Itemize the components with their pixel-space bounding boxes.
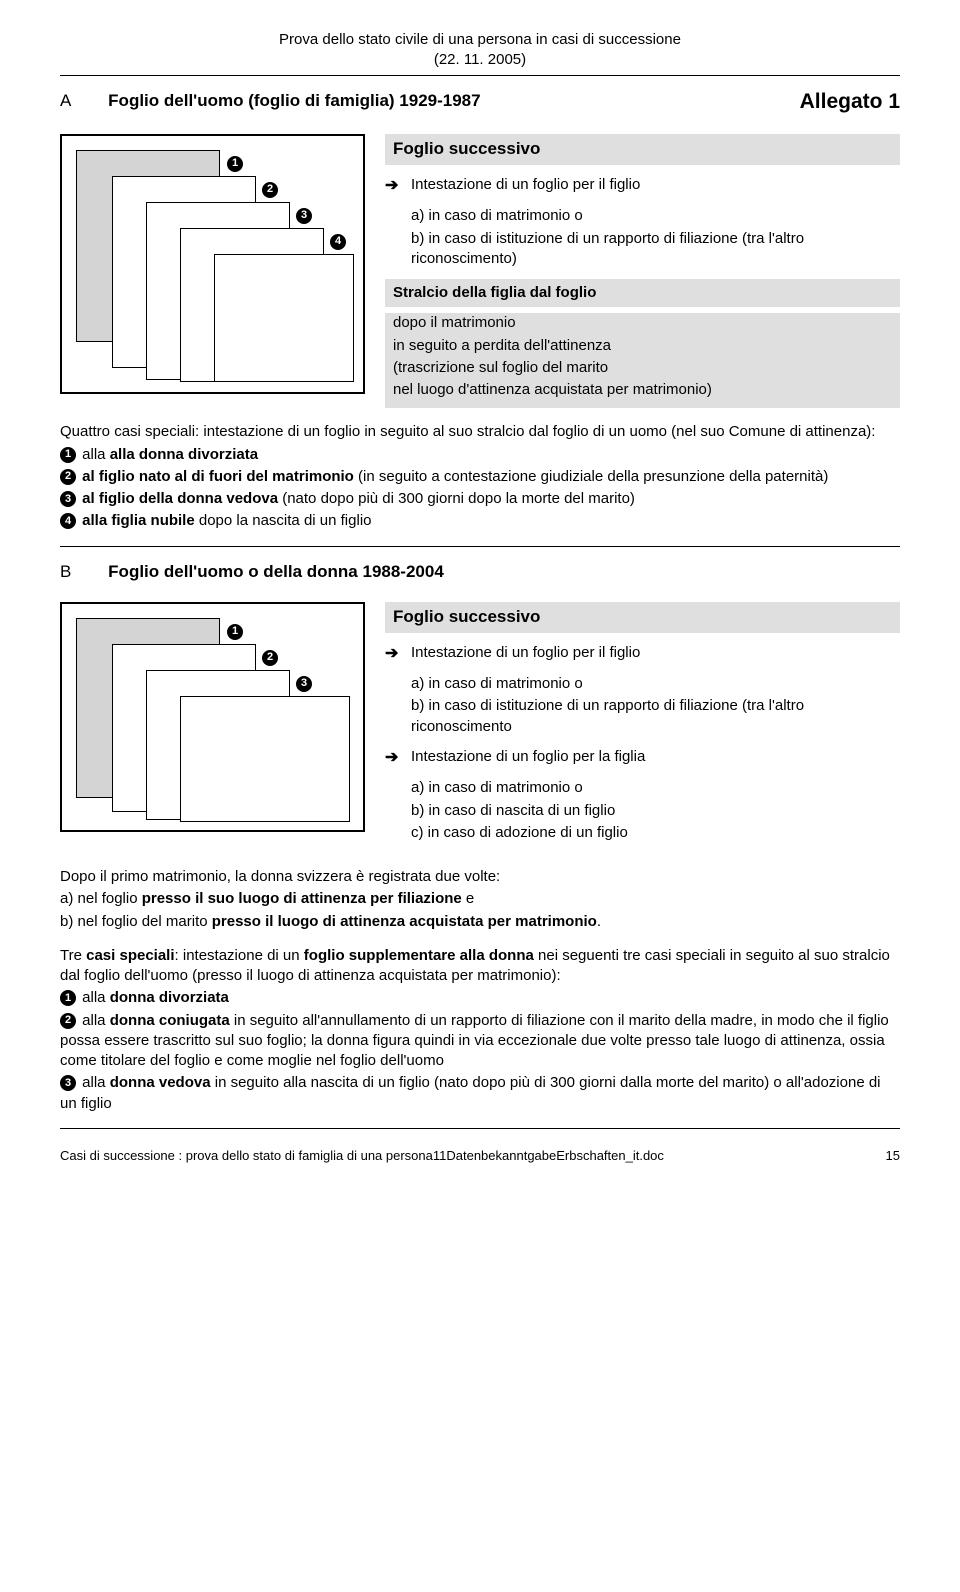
allegato-label: Allegato 1 [800, 88, 900, 116]
marker-1: 1 [227, 156, 243, 172]
section-b-right: Foglio successivo ➔ Intestazione di un f… [385, 602, 900, 854]
marker-b-1: 1 [227, 624, 243, 640]
marker-2: 2 [262, 182, 278, 198]
diagram-b: 1 2 3 [60, 602, 365, 832]
tre-casi-1: 1 alla donna divorziata [60, 988, 900, 1008]
marker-inline-3: 3 [60, 491, 76, 507]
section-a-stralcio-title: Stralcio della figlia dal foglio [385, 279, 900, 307]
section-a-label: A [60, 90, 104, 113]
quattro-casi-lead: Quattro casi speciali: intestazione di u… [60, 422, 900, 442]
marker-4: 4 [330, 234, 346, 250]
section-b-arrow-text-1: Intestazione di un foglio per il figlio [411, 643, 640, 665]
tre-casi-lead: Tre casi speciali: intestazione di un fo… [60, 946, 900, 987]
sheet-b-4 [180, 696, 350, 822]
section-b-grey-title: Foglio successivo [385, 602, 900, 633]
section-a-grey-block: Stralcio della figlia dal foglio dopo il… [385, 279, 900, 408]
stralcio-line-3: (trascrizione sul foglio del marito [393, 358, 892, 378]
dopo-primo-block: Dopo il primo matrimonio, la donna svizz… [60, 867, 900, 932]
dopo-primo-a: a) nel foglio presso il suo luogo di att… [60, 889, 900, 909]
stralcio-line-2: in seguito a perdita dell'attinenza [393, 336, 892, 356]
section-b-ab-1: a) in caso di matrimonio o b) in caso di… [411, 674, 900, 737]
section-b-item-a2: a) in caso di matrimonio o [411, 778, 900, 798]
section-a-stralcio-body: dopo il matrimonio in seguito a perdita … [385, 313, 900, 408]
page-footer: Casi di successione : prova dello stato … [60, 1147, 900, 1165]
marker-inline-3: 3 [60, 1075, 76, 1091]
quattro-casi-block: Quattro casi speciali: intestazione di u… [60, 422, 900, 531]
section-b-arrow-row-1: ➔ Intestazione di un foglio per il figli… [385, 643, 900, 665]
section-b-ab-2: a) in caso di matrimonio o b) in caso di… [411, 778, 900, 843]
section-b-item-a1: a) in caso di matrimonio o [411, 674, 900, 694]
quattro-casi-4: 4 alla figlia nubile dopo la nascita di … [60, 511, 900, 531]
footer-left: Casi di successione : prova dello stato … [60, 1147, 664, 1165]
section-a-item-b: b) in caso di istituzione di un rapporto… [411, 229, 900, 270]
section-a-arrow-row: ➔ Intestazione di un foglio per il figli… [385, 175, 900, 197]
arrow-icon: ➔ [385, 747, 411, 769]
marker-inline-1: 1 [60, 447, 76, 463]
section-b-label: B [60, 561, 104, 584]
section-b-heading: B Foglio dell'uomo o della donna 1988-20… [60, 561, 900, 584]
marker-inline-2: 2 [60, 1013, 76, 1029]
section-a-right: Foglio successivo ➔ Intestazione di un f… [385, 134, 900, 409]
tre-casi-2: 2 alla donna coniugata in seguito all'an… [60, 1011, 900, 1072]
tre-casi-3: 3 alla donna vedova in seguito alla nasc… [60, 1073, 900, 1114]
diagram-a: 1 2 3 4 [60, 134, 365, 394]
dopo-primo-b: b) nel foglio del marito presso il luogo… [60, 912, 900, 932]
header-rule [60, 75, 900, 76]
marker-inline-2: 2 [60, 469, 76, 485]
section-a-title: Foglio dell'uomo (foglio di famiglia) 19… [108, 90, 480, 113]
quattro-casi-3: 3 al figlio della donna vedova (nato dop… [60, 489, 900, 509]
section-b-item-c2: c) in caso di adozione di un figlio [411, 823, 900, 843]
stralcio-line-4: nel luogo d'attinenza acquistata per mat… [393, 380, 892, 400]
footer-rule [60, 1128, 900, 1129]
stralcio-line-1: dopo il matrimonio [393, 313, 892, 333]
header-title: Prova dello stato civile di una persona … [60, 30, 900, 50]
section-a-heading: A Foglio dell'uomo (foglio di famiglia) … [60, 90, 900, 116]
section-b-item-b1: b) in caso di istituzione di un rapporto… [411, 696, 900, 737]
quattro-casi-2: 2 al figlio nato al di fuori del matrimo… [60, 467, 900, 487]
section-a-row: 1 2 3 4 Foglio successivo ➔ Intestazione… [60, 134, 900, 409]
marker-inline-1: 1 [60, 990, 76, 1006]
section-b-item-b2: b) in caso di nascita di un figlio [411, 801, 900, 821]
section-a-arrow-text: Intestazione di un foglio per il figlio [411, 175, 640, 197]
sheet-5 [214, 254, 354, 382]
marker-b-3: 3 [296, 676, 312, 692]
section-b-row: 1 2 3 Foglio successivo ➔ Intestazione d… [60, 602, 900, 854]
section-a-grey-title: Foglio successivo [385, 134, 900, 165]
section-b-arrow-text-2: Intestazione di un foglio per la figlia [411, 747, 645, 769]
footer-right: 15 [886, 1147, 900, 1165]
section-b-arrow-row-2: ➔ Intestazione di un foglio per la figli… [385, 747, 900, 769]
marker-b-2: 2 [262, 650, 278, 666]
page-header: Prova dello stato civile di una persona … [60, 30, 900, 71]
mid-rule [60, 546, 900, 547]
dopo-primo-lead: Dopo il primo matrimonio, la donna svizz… [60, 867, 900, 887]
section-b-title: Foglio dell'uomo o della donna 1988-2004 [108, 561, 444, 584]
quattro-casi-1: 1 alla alla donna divorziata [60, 445, 900, 465]
marker-inline-4: 4 [60, 513, 76, 529]
section-a-ab: a) in caso di matrimonio o b) in caso di… [411, 206, 900, 269]
arrow-icon: ➔ [385, 175, 411, 197]
section-a-item-a: a) in caso di matrimonio o [411, 206, 900, 226]
arrow-icon: ➔ [385, 643, 411, 665]
marker-3: 3 [296, 208, 312, 224]
header-date: (22. 11. 2005) [60, 50, 900, 70]
tre-casi-block: Tre casi speciali: intestazione di un fo… [60, 946, 900, 1114]
